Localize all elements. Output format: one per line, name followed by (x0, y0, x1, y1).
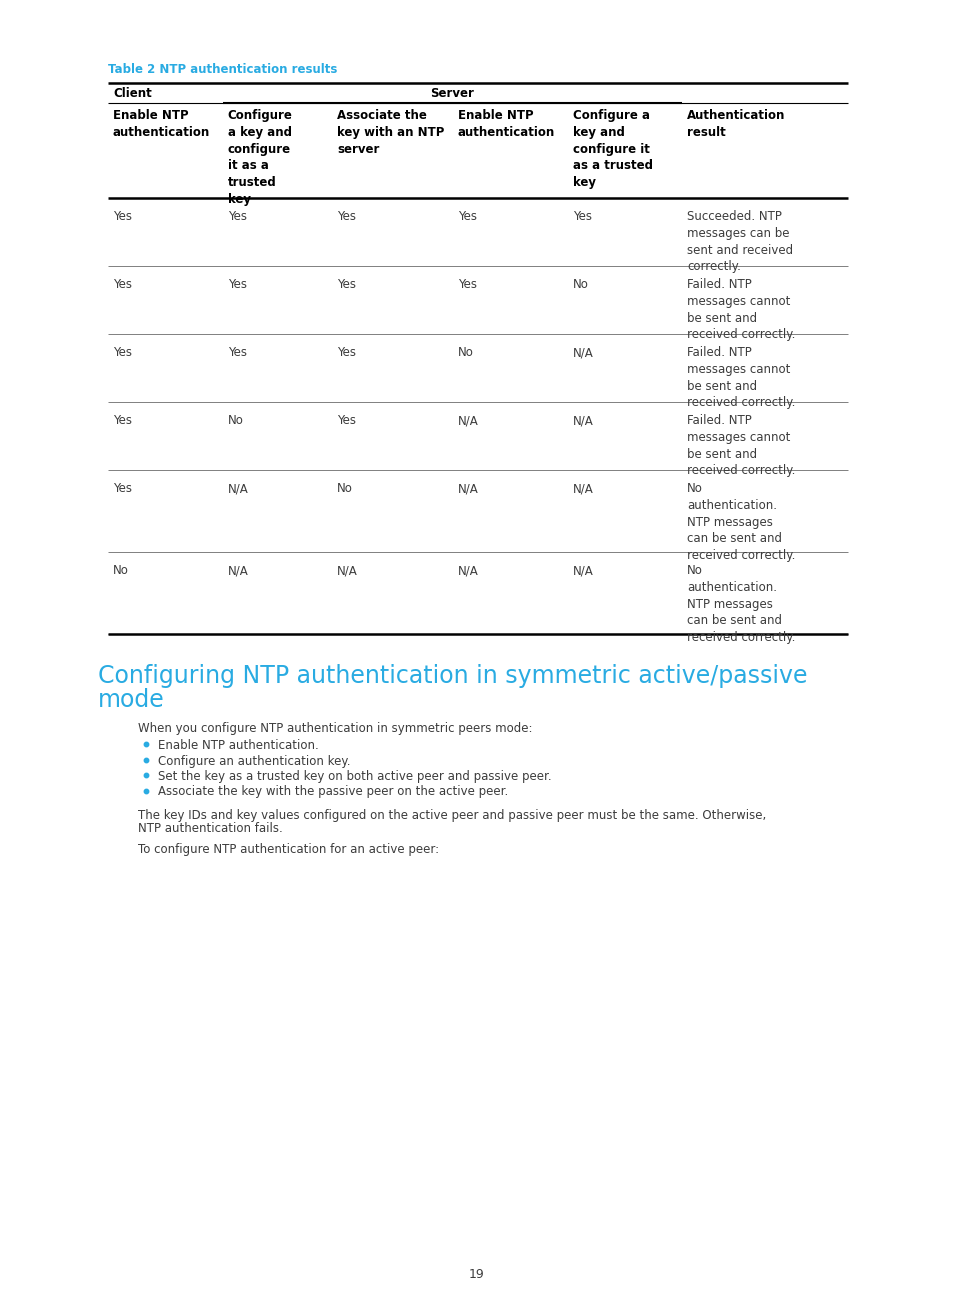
Text: N/A: N/A (572, 413, 593, 426)
Text: Associate the
key with an NTP
server: Associate the key with an NTP server (336, 109, 444, 156)
Text: No: No (112, 564, 129, 577)
Text: Yes: Yes (228, 210, 247, 223)
Text: Failed. NTP
messages cannot
be sent and
received correctly.: Failed. NTP messages cannot be sent and … (686, 413, 795, 477)
Text: When you configure NTP authentication in symmetric peers mode:: When you configure NTP authentication in… (138, 722, 532, 735)
Text: N/A: N/A (228, 482, 248, 495)
Text: The key IDs and key values configured on the active peer and passive peer must b: The key IDs and key values configured on… (138, 809, 765, 822)
Text: Yes: Yes (228, 279, 247, 292)
Text: 19: 19 (469, 1267, 484, 1280)
Text: No: No (228, 413, 243, 426)
Text: Enable NTP authentication.: Enable NTP authentication. (158, 739, 318, 752)
Text: Failed. NTP
messages cannot
be sent and
received correctly.: Failed. NTP messages cannot be sent and … (686, 346, 795, 410)
Text: Succeeded. NTP
messages can be
sent and received
correctly.: Succeeded. NTP messages can be sent and … (686, 210, 793, 273)
Text: Authentication
result: Authentication result (686, 109, 784, 139)
Text: Yes: Yes (112, 482, 132, 495)
Text: Configure
a key and
configure
it as a
trusted
key: Configure a key and configure it as a tr… (228, 109, 293, 206)
Text: N/A: N/A (572, 482, 593, 495)
Text: N/A: N/A (572, 564, 593, 577)
Text: To configure NTP authentication for an active peer:: To configure NTP authentication for an a… (138, 842, 438, 855)
Text: Yes: Yes (457, 210, 476, 223)
Text: Yes: Yes (572, 210, 591, 223)
Text: N/A: N/A (572, 346, 593, 359)
Text: Configure a
key and
configure it
as a trusted
key: Configure a key and configure it as a tr… (572, 109, 652, 189)
Text: Yes: Yes (112, 279, 132, 292)
Text: Client: Client (112, 87, 152, 100)
Text: Yes: Yes (112, 413, 132, 426)
Text: Server: Server (430, 87, 474, 100)
Text: No: No (572, 279, 588, 292)
Text: N/A: N/A (228, 564, 248, 577)
Text: N/A: N/A (336, 564, 357, 577)
Text: Yes: Yes (336, 413, 355, 426)
Text: Enable NTP
authentication: Enable NTP authentication (457, 109, 555, 139)
Text: No
authentication.
NTP messages
can be sent and
received correctly.: No authentication. NTP messages can be s… (686, 482, 795, 562)
Text: Associate the key with the passive peer on the active peer.: Associate the key with the passive peer … (158, 785, 508, 798)
Text: No: No (457, 346, 474, 359)
Text: Yes: Yes (457, 279, 476, 292)
Text: Configure an authentication key.: Configure an authentication key. (158, 754, 350, 767)
Text: Yes: Yes (336, 346, 355, 359)
Text: Table 2 NTP authentication results: Table 2 NTP authentication results (108, 64, 337, 76)
Text: mode: mode (98, 688, 165, 712)
Text: Yes: Yes (112, 346, 132, 359)
Text: Yes: Yes (112, 210, 132, 223)
Text: N/A: N/A (457, 413, 478, 426)
Text: NTP authentication fails.: NTP authentication fails. (138, 822, 282, 835)
Text: Set the key as a trusted key on both active peer and passive peer.: Set the key as a trusted key on both act… (158, 770, 551, 783)
Text: Configuring NTP authentication in symmetric active/passive: Configuring NTP authentication in symmet… (98, 664, 806, 688)
Text: Yes: Yes (228, 346, 247, 359)
Text: No
authentication.
NTP messages
can be sent and
received correctly.: No authentication. NTP messages can be s… (686, 564, 795, 644)
Text: Yes: Yes (336, 210, 355, 223)
Text: Failed. NTP
messages cannot
be sent and
received correctly.: Failed. NTP messages cannot be sent and … (686, 279, 795, 341)
Text: N/A: N/A (457, 482, 478, 495)
Text: No: No (336, 482, 353, 495)
Text: Yes: Yes (336, 279, 355, 292)
Text: N/A: N/A (457, 564, 478, 577)
Text: Enable NTP
authentication: Enable NTP authentication (112, 109, 210, 139)
